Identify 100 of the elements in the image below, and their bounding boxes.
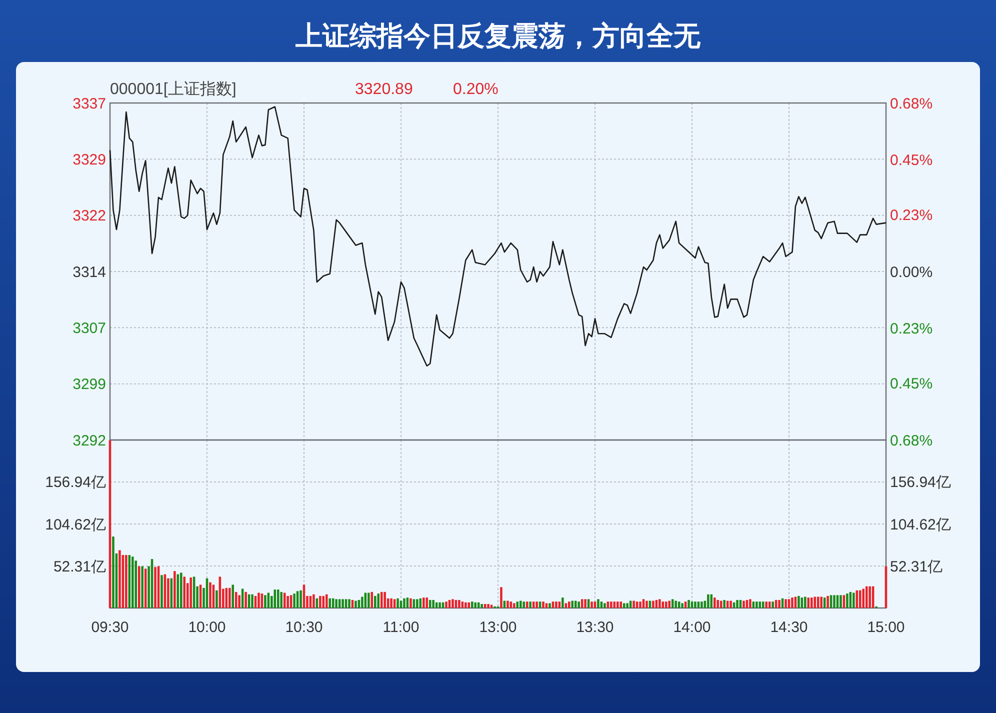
bar [542,602,544,608]
bar [820,596,822,608]
bar [183,576,186,608]
bar [167,578,170,608]
bar [639,602,642,608]
y-tick-label: 3322 [72,208,106,225]
y-tick-label: 104.62亿 [45,516,106,534]
text: 3320.89 [355,81,413,98]
bar [859,590,862,608]
bar [626,603,628,608]
bar [132,556,134,608]
bar [688,600,690,608]
bar [736,600,738,608]
bar [513,603,516,608]
bar [681,603,684,608]
bar [678,602,680,608]
bar [516,602,519,608]
bar [772,602,774,608]
y2-tick-label: 52.31亿 [890,558,943,576]
bar [868,586,871,608]
bar [742,600,745,608]
bar [632,600,635,608]
bar [730,600,732,608]
bar [348,599,350,608]
bar [842,595,846,608]
bar [241,588,244,608]
bar [228,588,231,608]
bar [238,595,240,608]
bar [384,592,386,608]
bar [752,602,755,608]
bar [344,599,348,608]
bar [244,592,247,608]
bar [658,599,661,608]
bar [422,598,425,608]
bar [368,592,370,608]
y-tick-label: 3299 [72,376,106,394]
y-tick-label: 52.31亿 [53,558,106,576]
bar [765,602,768,608]
bar [396,598,399,608]
y-tick-label: 3329 [72,151,106,168]
y-tick-label: 3292 [72,432,106,450]
bar [286,596,289,608]
bar [293,594,296,608]
bar [562,598,564,608]
bar [694,602,696,608]
bar [290,595,292,608]
y-tick-label: 156.94亿 [45,474,106,492]
bar [258,592,260,608]
bar [471,602,474,608]
bar [180,572,182,608]
bar [526,602,528,608]
bar [364,592,367,608]
bar [361,596,364,608]
bar [697,602,700,608]
x-tick-label: 10:00 [188,619,226,636]
bar [597,599,600,608]
bar [674,600,677,608]
bar [438,602,441,608]
bar [461,602,464,608]
bar [568,602,570,608]
text: 000001[上证指数] [110,80,236,98]
bar [267,592,270,608]
y2-tick-label: 104.62亿 [890,516,951,534]
bar [580,599,584,608]
bar [251,594,254,608]
bar [613,602,616,608]
bar [690,602,694,608]
bar [506,600,509,608]
bar [545,603,548,608]
bar [814,596,816,608]
x-tick-label: 15:00 [867,619,905,636]
bar [510,602,512,608]
bar [749,599,752,608]
bar [620,602,622,608]
bar [174,571,176,608]
bar [594,602,596,608]
bar [616,602,619,608]
bar [500,587,502,608]
bar [555,602,558,608]
y2-tick-label: 0.68% [890,432,933,450]
bar [160,575,163,608]
bar [125,555,128,608]
bar [452,599,454,608]
bar [190,577,192,608]
bar [684,602,687,608]
bar [558,602,561,608]
bar [390,598,392,608]
x-tick-label: 14:00 [673,619,711,636]
bar [319,596,322,608]
bar [846,594,848,608]
bar [552,602,554,608]
bar [487,604,490,608]
bar [410,598,412,608]
y-tick-label: 3314 [72,264,106,281]
bar [522,602,525,608]
bar [584,599,586,608]
bar [118,550,121,608]
bar [529,602,532,608]
y2-tick-label: 156.94亿 [890,474,951,492]
bar [426,598,428,608]
